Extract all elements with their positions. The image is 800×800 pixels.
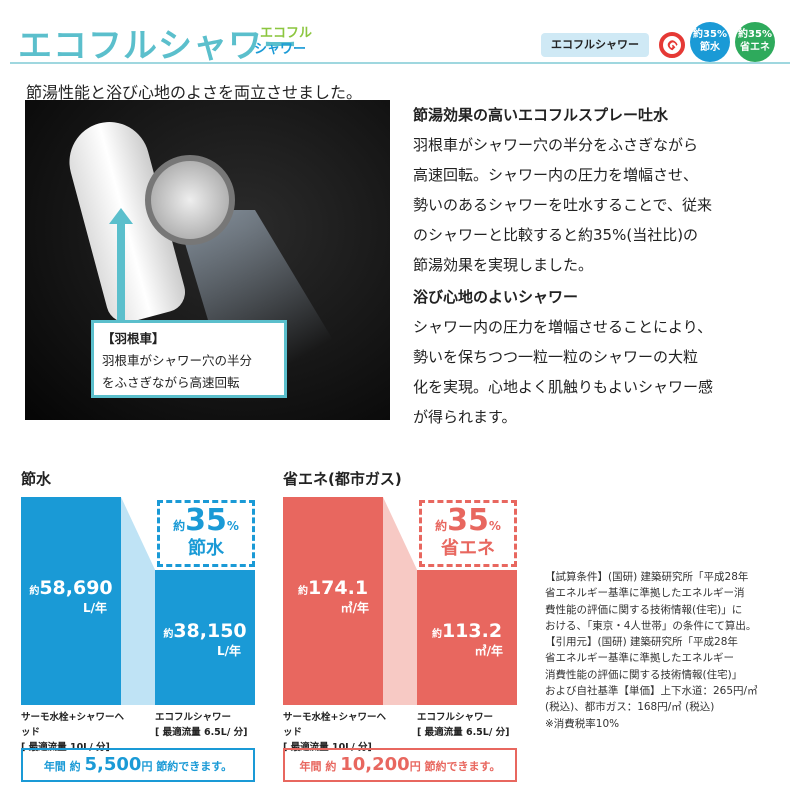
feature-heading: 浴び心地のよいシャワー <box>413 288 579 306</box>
product-name-badge: エコフルシャワー <box>541 33 649 57</box>
reduction-connector <box>383 497 417 705</box>
bar-category-label: サーモ水栓+シャワーヘッド[ 最適流量 10L/ 分] <box>283 712 386 753</box>
energy-saving-badge: 約35% 省エネ <box>735 22 775 62</box>
bar-category-label: サーモ水栓+シャワーヘッド[ 最適流量 10L/ 分] <box>21 712 124 753</box>
shower-photo: 【羽根車】 羽根車がシャワー穴の半分 をふさぎながら高速回転 <box>25 100 390 420</box>
water-saving-badge: 約35% 節水 <box>690 22 730 62</box>
calculation-notes: 【試算条件】(国研) 建築研究所「平成28年 省エネルギー基準に準拠したエネルギー… <box>545 571 758 730</box>
impeller-image <box>145 155 235 245</box>
feature-heading: 節湯効果の高いエコフルスプレー吐水 <box>413 106 669 124</box>
bar-value-label: 約38,150 L/年 <box>163 619 247 658</box>
bar-category-label: エコフルシャワー[ 最適流量 6.5L/ 分] <box>417 712 510 738</box>
feature-comfort: 浴び心地のよいシャワー シャワー内の圧力を増幅させることにより、 勢いを保ちつつ一… <box>413 282 793 432</box>
reduction-connector <box>121 497 155 705</box>
good-design-mark-icon: G <box>653 26 691 64</box>
bar-conventional: 約174.1 ㎥/年 <box>283 497 383 705</box>
header-divider <box>10 62 790 64</box>
annual-saving-box: 年間 約 5,500円 節約できます。 <box>21 748 255 782</box>
chart-title: 節水 <box>21 470 52 488</box>
chart-title: 省エネ(都市ガス) <box>283 470 402 488</box>
bar-value-label: 約174.1 ㎥/年 <box>297 577 369 615</box>
bar-value-label: 約58,690 L/年 <box>29 577 113 615</box>
arrow-shaft <box>117 220 125 320</box>
reduction-callout: 約35% 節水 <box>157 500 255 567</box>
reduction-callout: 約35% 省エネ <box>419 500 517 567</box>
bar-value-label: 約113.2 ㎥/年 <box>431 619 503 658</box>
impeller-callout: 【羽根車】 羽根車がシャワー穴の半分 をふさぎながら高速回転 <box>91 320 287 398</box>
annual-saving-box: 年間 約 10,200円 節約できます。 <box>283 748 517 782</box>
subtitle: 節湯性能と浴び心地のよさを両立させました。 <box>26 83 363 102</box>
bar-ecofull: 約38,150 L/年 <box>155 569 255 705</box>
bar-category-label: エコフルシャワー[ 最適流量 6.5L/ 分] <box>155 712 248 738</box>
ecofull-shower-logo: エコフル シャワー <box>254 26 313 57</box>
bar-ecofull: 約113.2 ㎥/年 <box>417 569 517 705</box>
feature-spray: 節湯効果の高いエコフルスプレー吐水 羽根車がシャワー穴の半分をふさぎながら 高速回… <box>413 100 793 280</box>
page-title: エコフルシャワー <box>18 26 298 66</box>
bar-conventional: 約58,690 L/年 <box>21 497 121 705</box>
arrow-up-icon <box>109 208 133 224</box>
